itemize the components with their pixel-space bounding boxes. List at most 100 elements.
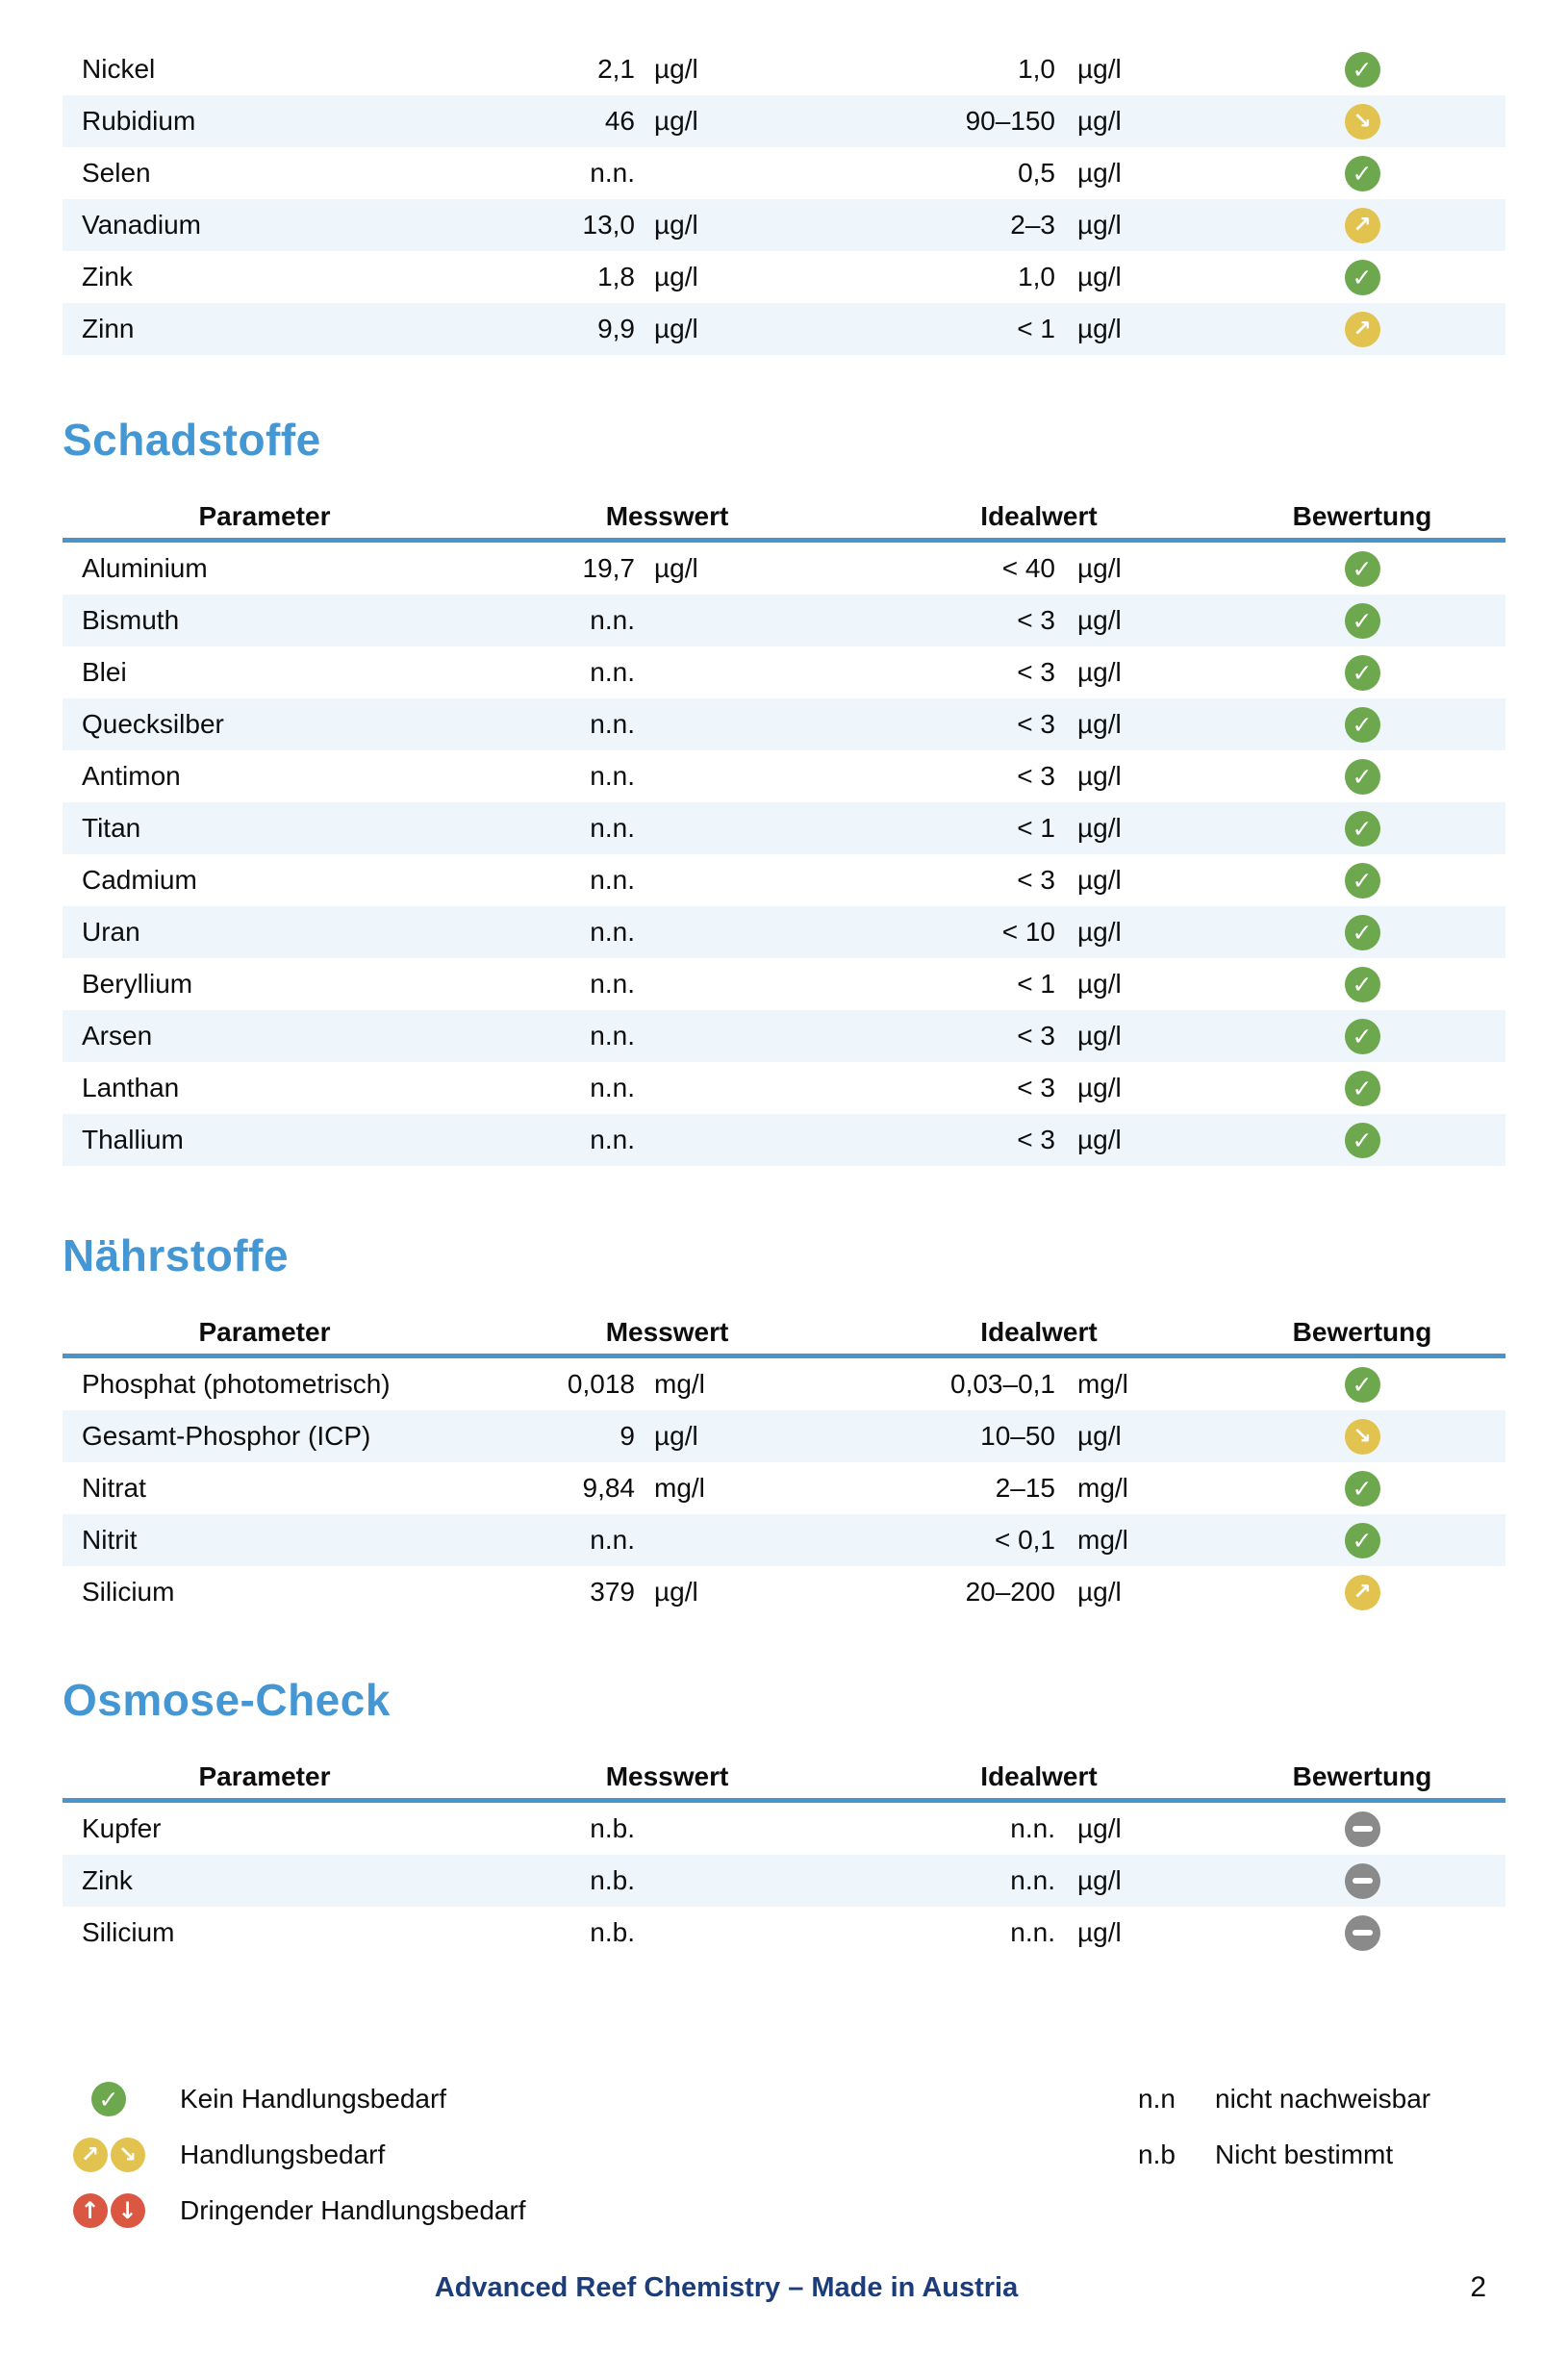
ideal-unit: µg/l: [1077, 709, 1122, 739]
table-row: Antimon n.n. < 3 µg/l: [63, 750, 1505, 802]
parameter-name: Thallium: [82, 1125, 184, 1154]
check-icon: [1344, 1122, 1380, 1158]
ideal-value: 1,0: [1018, 54, 1055, 84]
measured-value: n.b.: [590, 1917, 635, 1947]
parameter-name: Zinn: [82, 314, 135, 343]
rating-cell: [1183, 966, 1486, 1002]
ideal-unit: µg/l: [1077, 865, 1122, 895]
measured-value: n.n.: [590, 1021, 635, 1051]
parameter-name: Lanthan: [82, 1073, 180, 1102]
ideal-value: 2–3: [1010, 210, 1055, 240]
ideal-value: < 3: [1017, 709, 1055, 739]
arrow-down-red-icon: [110, 2193, 145, 2228]
measured-unit: µg/l: [654, 54, 698, 84]
ideal-unit: µg/l: [1077, 1865, 1122, 1895]
measured-value: n.n.: [590, 917, 635, 947]
rating-cell: [1183, 155, 1486, 191]
ideal-unit: µg/l: [1077, 1813, 1122, 1843]
table-row: Titan n.n. < 1 µg/l: [63, 802, 1505, 854]
table-schadstoffe: Schadstoffe Parameter Messwert Idealwert…: [63, 413, 1505, 1166]
ideal-unit: µg/l: [1077, 158, 1122, 188]
legend-item-label: Kein Handlungsbedarf: [180, 2084, 447, 2114]
table-row: Zinn 9,9 µg/l < 1 µg/l: [63, 303, 1505, 355]
measured-value: 9,84: [582, 1473, 636, 1503]
check-icon: [1344, 550, 1380, 587]
check-icon: [1344, 51, 1380, 88]
ideal-unit: µg/l: [1077, 54, 1122, 84]
section-heading: Schadstoffe: [63, 415, 321, 465]
arrow-up-icon: [1344, 311, 1380, 347]
rating-cell: [1183, 914, 1486, 950]
parameter-name: Phosphat (photometrisch): [82, 1369, 391, 1399]
parameter-name: Nickel: [82, 54, 156, 84]
abbreviation-label: Nicht bestimmt: [1215, 2140, 1394, 2169]
check-icon: [91, 2082, 126, 2116]
parameter-name: Gesamt-Phosphor (ICP): [82, 1421, 371, 1451]
ideal-value: < 1: [1017, 314, 1055, 343]
column-header-bewertung: Bewertung: [1292, 1317, 1432, 1347]
arrow-up-icon: [72, 2138, 108, 2172]
arrow-up-red-icon: [72, 2193, 108, 2228]
rating-cell: [1183, 550, 1486, 587]
check-icon: [1344, 602, 1380, 639]
measured-value: 19,7: [582, 553, 636, 583]
rating-cell: [1183, 207, 1486, 243]
table-row: Nickel 2,1 µg/l 1,0 µg/l: [63, 43, 1505, 95]
footer-brand-text: Advanced Reef Chemistry – Made in Austri…: [434, 2272, 1019, 2303]
table-body: Aluminium 19,7 µg/l < 40 µg/l Bismuth n.…: [63, 543, 1505, 1166]
table-row: Uran n.n. < 10 µg/l: [63, 906, 1505, 958]
ideal-unit: µg/l: [1077, 553, 1122, 583]
analysis-tables: Nickel 2,1 µg/l 1,0 µg/l Rubidium 46 µg/…: [63, 43, 1505, 1959]
column-header-messwert: Messwert: [605, 1317, 729, 1347]
measured-value: n.n.: [590, 761, 635, 791]
parameter-name: Zink: [82, 1865, 133, 1895]
rating-cell: [1183, 706, 1486, 743]
table-row: Bismuth n.n. < 3 µg/l: [63, 595, 1505, 646]
measured-value: 46: [604, 106, 635, 136]
ideal-value: < 10: [1001, 917, 1055, 947]
rating-cell: [1183, 1366, 1486, 1403]
parameter-name: Zink: [82, 262, 133, 291]
legend-item-icons: [72, 2082, 145, 2116]
measured-value: n.n.: [590, 969, 635, 999]
check-icon: [1344, 1470, 1380, 1507]
page-number: 2: [1470, 2271, 1486, 2303]
section-heading: Osmose-Check: [63, 1675, 391, 1725]
parameter-name: Quecksilber: [82, 709, 224, 739]
measured-value: n.n.: [590, 1073, 635, 1102]
ideal-value: n.n.: [1010, 1813, 1055, 1843]
ideal-value: < 3: [1017, 657, 1055, 687]
check-icon: [1344, 155, 1380, 191]
legend-item: Handlungsbedarf: [63, 2138, 1505, 2172]
rating-cell: [1183, 1470, 1486, 1507]
table-row: Phosphat (photometrisch) 0,018 mg/l 0,03…: [63, 1358, 1505, 1410]
rating-cell: [1183, 1574, 1486, 1610]
column-header-idealwert: Idealwert: [980, 1317, 1098, 1347]
rating-cell: [1183, 1070, 1486, 1106]
ideal-value: 20–200: [965, 1577, 1055, 1607]
rating-cell: [1183, 758, 1486, 795]
parameter-name: Nitrat: [82, 1473, 146, 1503]
measured-value: n.n.: [590, 158, 635, 188]
ideal-value: 2–15: [995, 1473, 1055, 1503]
measured-unit: µg/l: [654, 1577, 698, 1607]
table-row: Selen n.n. 0,5 µg/l: [63, 147, 1505, 199]
rating-cell: [1183, 1914, 1486, 1951]
check-icon: [1344, 1018, 1380, 1054]
ideal-value: 1,0: [1018, 262, 1055, 291]
arrow-up-icon: [1344, 207, 1380, 243]
rating-cell: [1183, 862, 1486, 899]
rating-cell: [1183, 1522, 1486, 1558]
check-icon: [1344, 810, 1380, 847]
column-header-parameter: Parameter: [198, 501, 331, 531]
check-icon: [1344, 966, 1380, 1002]
parameter-name: Blei: [82, 657, 127, 687]
check-icon: [1344, 1522, 1380, 1558]
parameter-name: Rubidium: [82, 106, 196, 136]
check-icon: [1344, 914, 1380, 950]
parameter-name: Kupfer: [82, 1813, 162, 1843]
arrow-down-icon: [1344, 103, 1380, 139]
legend-item-label: Handlungsbedarf: [180, 2140, 386, 2169]
ideal-unit: mg/l: [1077, 1473, 1128, 1503]
